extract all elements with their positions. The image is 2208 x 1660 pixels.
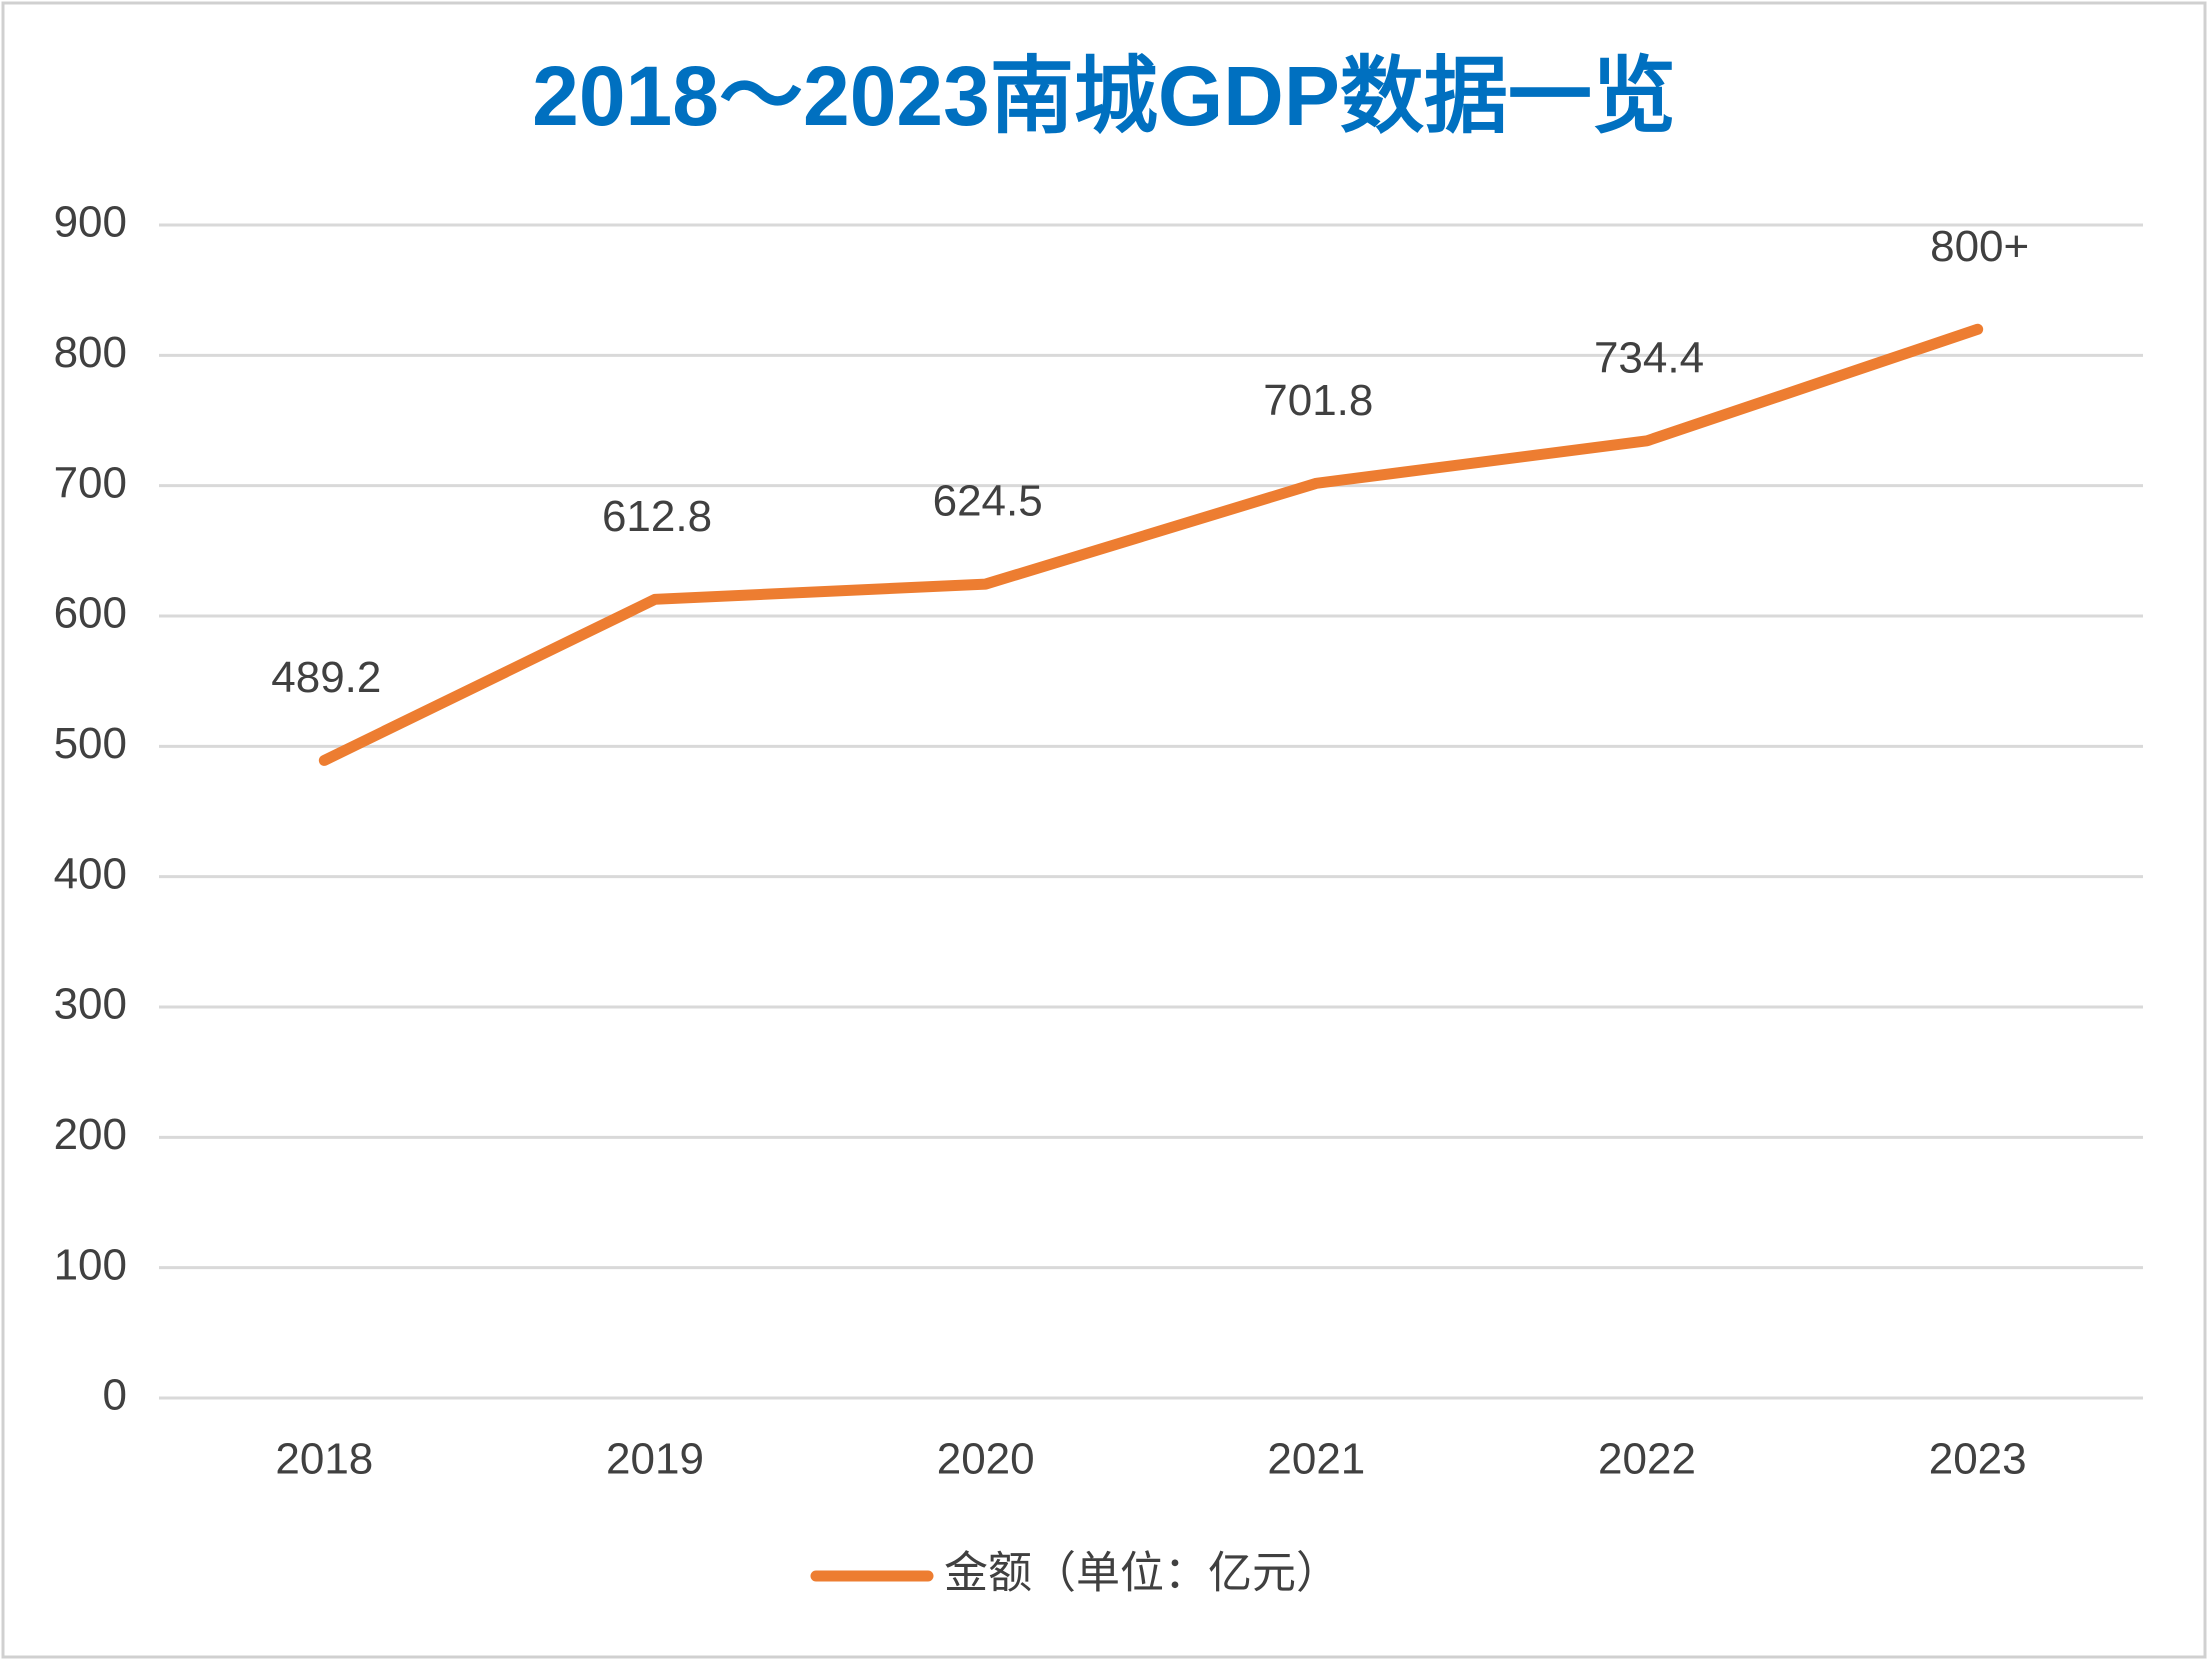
y-tick-label: 100 (54, 1240, 127, 1289)
y-tick-label: 700 (54, 458, 127, 507)
data-label: 489.2 (271, 653, 381, 702)
x-tick-label: 2021 (1267, 1435, 1365, 1484)
y-tick-label: 900 (54, 198, 127, 247)
x-tick-label: 2018 (275, 1435, 373, 1484)
chart-title: 2018～2023南城GDP数据一览 (532, 49, 1676, 143)
y-tick-label: 200 (54, 1110, 127, 1159)
x-tick-label: 2019 (606, 1435, 704, 1484)
data-label: 734.4 (1594, 333, 1704, 382)
y-tick-label: 600 (54, 589, 127, 638)
data-label: 800+ (1930, 222, 2029, 271)
y-tick-label: 0 (103, 1371, 127, 1420)
x-tick-label: 2020 (937, 1435, 1035, 1484)
data-label: 612.8 (602, 492, 712, 541)
data-line (318, 323, 1984, 766)
y-tick-label: 800 (54, 328, 127, 377)
x-tick-label: 2022 (1598, 1435, 1696, 1484)
y-tick-label: 500 (54, 719, 127, 768)
data-label: 701.8 (1263, 376, 1373, 425)
y-tick-label: 300 (54, 980, 127, 1029)
x-tick-label: 2023 (1929, 1435, 2027, 1484)
legend-label: 金额（单位：亿元） (944, 1549, 1340, 1598)
y-tick-label: 400 (54, 849, 127, 898)
data-label: 624.5 (933, 477, 1043, 526)
